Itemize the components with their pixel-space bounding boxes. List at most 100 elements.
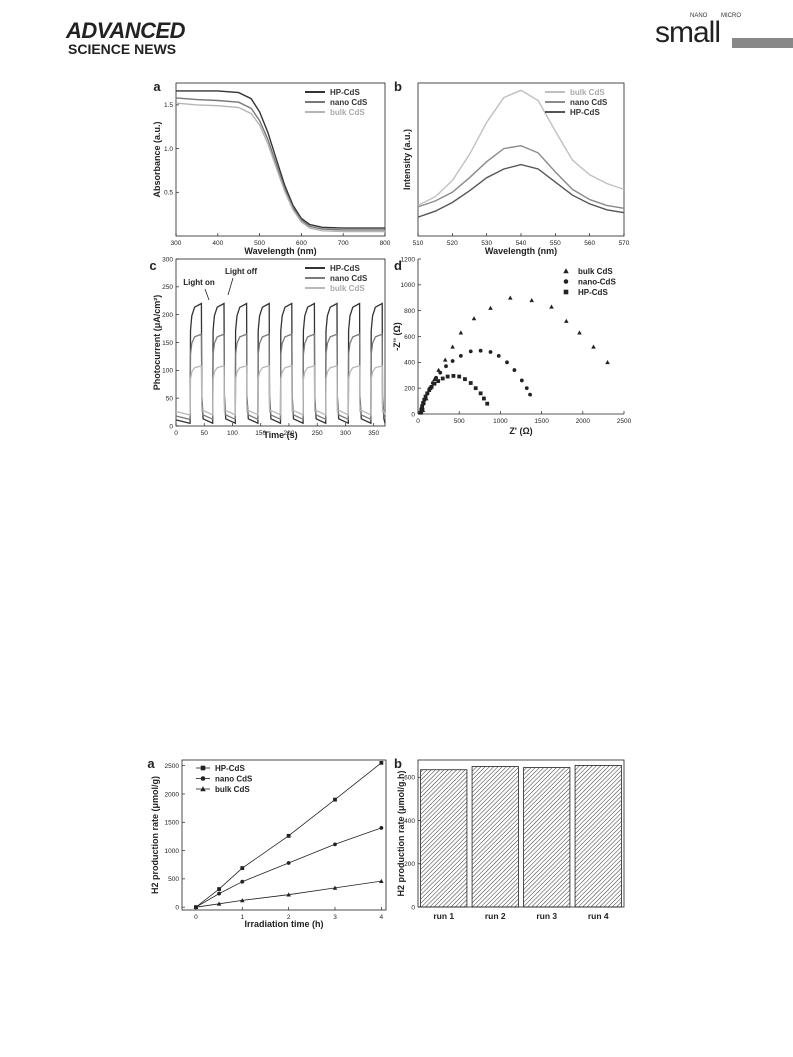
panel-h2a-xtick-label: 3 [333, 914, 337, 921]
panel-d-point [488, 306, 493, 310]
panel-a-xtick-label: 800 [380, 240, 391, 247]
panel-d-xlabel: Z' (Ω) [509, 426, 532, 436]
panel-d-point [443, 357, 448, 361]
panel-d-point [605, 360, 610, 364]
panel-d-point [446, 375, 450, 379]
panel-h2a-ytick-label: 0 [175, 904, 179, 911]
panel-d-point [469, 349, 473, 353]
panel-d-point [479, 349, 483, 353]
panel-d-point [472, 316, 477, 320]
panel-d-point [529, 298, 534, 302]
panel-d-ytick-label: 0 [411, 411, 415, 418]
panel-d-point [489, 350, 493, 354]
panel-d-point [591, 345, 596, 349]
panel-h2b-bar [421, 770, 467, 907]
panel-h2a-point [240, 880, 244, 884]
panel-c-ylabel: Photocurrent (μA/cm²) [152, 295, 162, 391]
panel-h2a-xlabel: Irradiation time (h) [244, 919, 323, 929]
panel-d-ytick-label: 1000 [401, 282, 416, 289]
panel-d-point [505, 360, 509, 364]
panel-h2a-legend-marker [201, 766, 206, 771]
panel-d-point [469, 381, 473, 385]
panel-c-annotation-light-off: Light off [225, 267, 257, 276]
panel-b-ylabel: Intensity (a.u.) [402, 129, 412, 190]
panel-c-ytick-label: 300 [162, 256, 173, 263]
panel-b-xtick-label: 510 [413, 240, 424, 247]
panel-d-ytick-label: 600 [404, 334, 415, 341]
panel-d-point [525, 386, 529, 390]
panel-d-point [513, 368, 517, 372]
panel-c-label: c [149, 258, 156, 273]
panel-c-xtick-label: 250 [312, 430, 323, 437]
panel-a-legend-label: bulk CdS [330, 108, 365, 117]
panel-a-ytick-label: 0.5 [164, 190, 173, 197]
panel-c-xlabel: Time (s) [263, 430, 297, 440]
panel-d-point [528, 393, 532, 397]
panel-h2b-category-label: run 3 [536, 911, 557, 921]
panel-c-legend-label: bulk CdS [330, 284, 365, 293]
panel-c-ytick-label: 50 [166, 395, 174, 402]
panel-d-legend-label: bulk CdS [578, 267, 613, 276]
panel-h2b-label: b [394, 756, 402, 771]
panel-d-point [479, 391, 483, 395]
panel-d-point [577, 330, 582, 334]
panel-b-xtick-label: 570 [619, 240, 630, 247]
panel-d-ytick-label: 800 [404, 308, 415, 315]
panel-b-label: b [394, 79, 402, 94]
panel-h2a-xtick-label: 0 [194, 914, 198, 921]
panel-h2b-category-label: run 4 [588, 911, 609, 921]
panel-a-xtick-label: 300 [171, 240, 182, 247]
panel-c-ytick-label: 0 [169, 423, 173, 430]
panel-h2a-point [379, 826, 383, 830]
panel-d-xtick-label: 500 [454, 418, 465, 425]
panel-b-xtick-label: 520 [447, 240, 458, 247]
panel-d-point [485, 402, 489, 406]
panel-d-point [444, 364, 448, 368]
panel-h2a-point [287, 861, 291, 865]
panel-c-ytick-label: 200 [162, 312, 173, 319]
panel-a-label: a [153, 79, 161, 94]
panel-b-xlabel: Wavelength (nm) [485, 246, 557, 256]
panel-h2a-legend-label: nano CdS [215, 775, 253, 784]
panel-d-xtick-label: 1500 [534, 418, 549, 425]
panel-h2b-category-label: run 1 [433, 911, 454, 921]
panel-h2a-legend-label: HP-CdS [215, 764, 245, 773]
panel-h2a-point [379, 761, 383, 765]
panel-b-xtick-label: 560 [584, 240, 595, 247]
panel-d-ylabel: -Z'' (Ω) [392, 322, 402, 351]
panel-d-legend-marker [564, 290, 569, 295]
panel-d-point [474, 386, 478, 390]
panel-h2a-ylabel: H2 production rate (μmol/g) [150, 776, 160, 894]
panel-h2a-ytick-label: 500 [168, 876, 179, 883]
panel-h2a-legend-label: bulk CdS [215, 785, 250, 794]
panel-b-legend-label: nano CdS [570, 98, 608, 107]
panel-a-ylabel: Absorbance (a.u.) [152, 121, 162, 197]
panel-d-point [436, 379, 440, 383]
panel-b-series-line [418, 165, 624, 218]
panel-b-legend-label: bulk CdS [570, 88, 605, 97]
panel-c-arrow-light-off [228, 278, 233, 295]
panel-h2b-ylabel: H2 production rate (μmol/g.h) [396, 770, 406, 896]
panel-h2b-bar [575, 765, 621, 907]
panel-c-legend-label: nano CdS [330, 274, 368, 283]
panel-d-point [457, 375, 461, 379]
panel-h2a-ytick-label: 1000 [165, 848, 180, 855]
panel-d-xtick-label: 1000 [493, 418, 508, 425]
panel-d-ytick-label: 200 [404, 385, 415, 392]
panel-c-xtick-label: 300 [340, 430, 351, 437]
panel-h2a-point [240, 866, 244, 870]
panel-a-ytick-label: 1.5 [164, 102, 173, 109]
panel-c-ytick-label: 250 [162, 284, 173, 291]
panel-h2a-ytick-label: 1500 [165, 820, 180, 827]
panel-d-ytick-label: 400 [404, 360, 415, 367]
panel-d-point [459, 354, 463, 358]
panel-d-legend-marker [563, 268, 569, 273]
panel-d-label: d [394, 258, 402, 273]
panel-d-legend-marker [564, 279, 569, 284]
panel-h2a-frame [182, 760, 386, 910]
panel-h2b-bar [524, 768, 570, 907]
panel-c-xtick-label: 350 [368, 430, 379, 437]
panel-h2b-ytick-label: 0 [411, 904, 415, 911]
panel-a-legend-label: HP-CdS [330, 88, 360, 97]
